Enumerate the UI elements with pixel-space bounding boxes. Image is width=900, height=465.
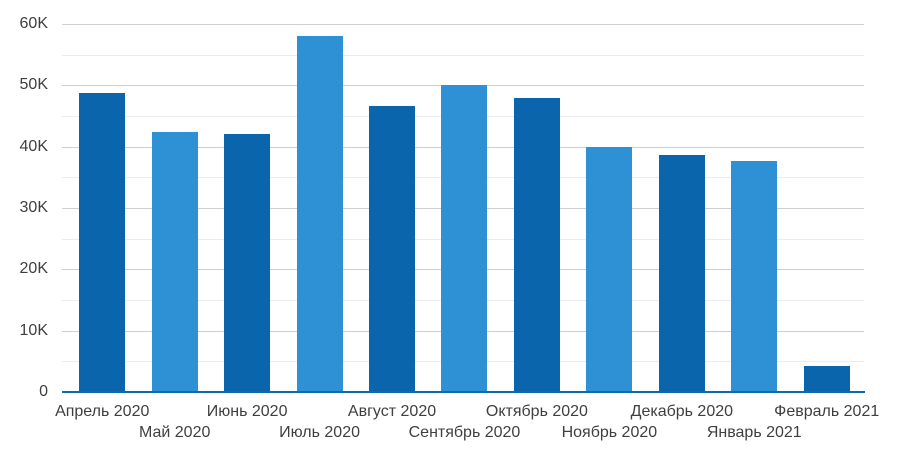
bar[interactable]	[513, 98, 560, 392]
x-tick-label: Февраль 2021	[774, 403, 880, 420]
y-tick-label: 20K	[19, 260, 48, 278]
bar[interactable]	[586, 146, 633, 392]
x-tick-label: Июль 2020	[279, 424, 360, 441]
bar[interactable]	[296, 36, 343, 392]
x-tick-label: Апрель 2020	[55, 403, 150, 420]
y-tick-label: 30K	[19, 199, 48, 216]
bar[interactable]	[151, 131, 198, 392]
x-tick-label: Сентябрь 2020	[408, 424, 521, 441]
x-axis-line	[62, 391, 865, 393]
x-tick-label: Октябрь 2020	[485, 403, 588, 420]
x-tick-label: Май 2020	[138, 424, 211, 441]
y-tick-label: 0	[39, 383, 48, 400]
bar[interactable]	[224, 134, 271, 392]
gridline-minor	[62, 54, 864, 56]
x-tick-label: Август 2020	[347, 403, 437, 420]
x-tick-label: Июнь 2020	[206, 403, 288, 420]
bar[interactable]	[658, 155, 705, 392]
x-tick-label: Декабрь 2020	[630, 403, 734, 420]
bar[interactable]	[803, 366, 850, 392]
y-tick-label: 10K	[19, 321, 48, 339]
x-tick-label: Ноябрь 2020	[561, 424, 658, 441]
bar[interactable]	[731, 161, 778, 392]
bar[interactable]	[79, 93, 126, 392]
y-tick-label: 40K	[19, 137, 48, 155]
y-tick-label: 60K	[19, 15, 48, 32]
x-tick-label: Январь 2021	[706, 424, 802, 441]
bar[interactable]	[441, 85, 488, 392]
bar[interactable]	[369, 106, 416, 392]
y-tick-label: 50K	[19, 76, 48, 94]
gridline-major	[62, 24, 864, 25]
